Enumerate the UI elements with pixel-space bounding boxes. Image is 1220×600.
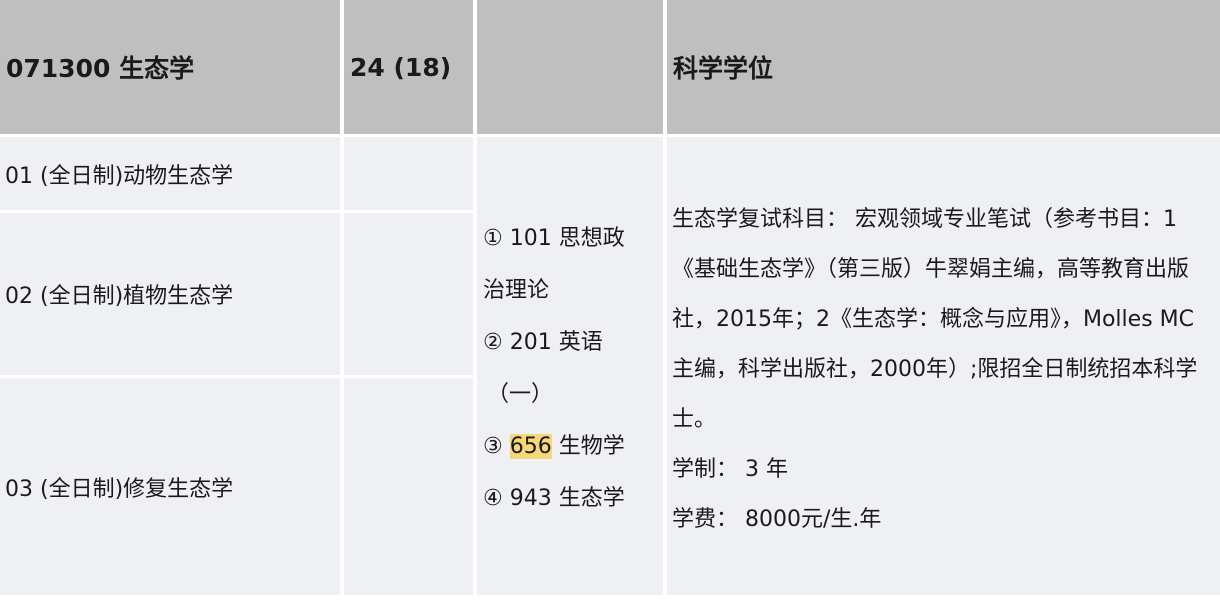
quota-value: 24 (18)	[350, 52, 452, 82]
direction-row: 01 (全日制)动物生态学	[0, 137, 340, 210]
highlighted-code: 656	[509, 434, 552, 459]
tuition-info: 学费： 8000元/生.年	[672, 507, 882, 532]
exam-subject: ② 201 英语	[483, 330, 603, 355]
exam-subject: （一）	[487, 382, 554, 407]
duration-info: 学制： 3 年	[672, 457, 788, 482]
notes-cell: 生态学复试科目： 宏观领域专业笔试（参考书目：1《基础生态学》（第三版）牛翠娟主…	[667, 137, 1220, 595]
header-major: 071300 生态学	[0, 0, 340, 134]
degree-type: 科学学位	[673, 54, 774, 83]
header-degree: 科学学位	[667, 0, 1220, 134]
quota-cell	[344, 213, 473, 375]
header-exam	[477, 0, 663, 134]
major-title: 071300 生态学	[6, 54, 195, 83]
exam-subject: 治理论	[483, 278, 550, 303]
exam-subjects-cell: ① 101 思想政 治理论 ② 201 英语 （一） ③ 656 生物学 ④ 9…	[477, 137, 663, 595]
direction-row: 02 (全日制)植物生态学	[0, 213, 340, 375]
exam-subject: ① 101 思想政	[483, 226, 625, 251]
exam-subject: ③ 656 生物学	[483, 434, 625, 459]
quota-cell	[344, 378, 473, 595]
exam-subject: ④ 943 生态学	[483, 486, 625, 511]
direction-row: 03 (全日制)修复生态学	[0, 378, 340, 595]
retest-info: 生态学复试科目： 宏观领域专业笔试（参考书目：1《基础生态学》（第三版）牛翠娟主…	[672, 207, 1198, 432]
quota-cell	[344, 137, 473, 210]
header-quota: 24 (18)	[344, 0, 473, 134]
